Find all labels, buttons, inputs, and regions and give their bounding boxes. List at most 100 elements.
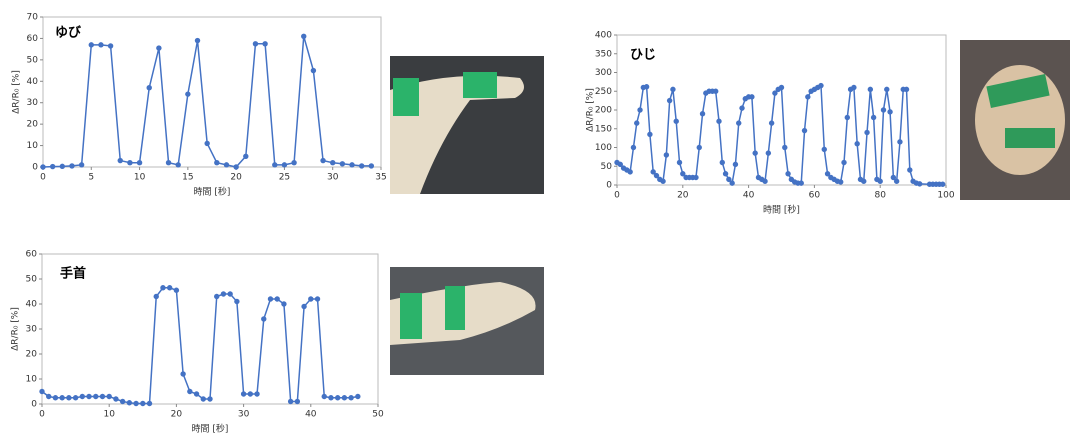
data-point bbox=[864, 129, 870, 136]
x-tick-label: 20 bbox=[230, 173, 242, 183]
data-line bbox=[616, 84, 943, 185]
data-point bbox=[778, 84, 785, 91]
data-point bbox=[243, 153, 249, 159]
data-point bbox=[136, 160, 143, 166]
data-point bbox=[119, 398, 126, 405]
x-tick-label: 15 bbox=[182, 173, 193, 183]
data-point bbox=[676, 159, 683, 166]
data-point bbox=[729, 180, 735, 186]
data-point bbox=[643, 84, 650, 90]
data-point bbox=[844, 114, 850, 121]
data-point bbox=[59, 163, 66, 170]
y-tick-label: 30 bbox=[27, 98, 39, 108]
data-point bbox=[903, 86, 910, 93]
data-point bbox=[88, 42, 94, 48]
data-point bbox=[801, 127, 808, 134]
data-point bbox=[841, 159, 847, 166]
data-point bbox=[227, 291, 233, 297]
data-point bbox=[940, 181, 946, 187]
data-point bbox=[670, 86, 676, 93]
data-point bbox=[328, 395, 334, 401]
photo-wrist bbox=[390, 267, 544, 375]
data-point bbox=[52, 395, 59, 401]
data-point bbox=[867, 86, 874, 93]
photo-finger bbox=[390, 56, 544, 194]
y-tick-label: 50 bbox=[27, 55, 39, 65]
x-tick-label: 40 bbox=[305, 410, 317, 420]
data-point bbox=[165, 160, 172, 166]
data-point bbox=[69, 163, 75, 169]
y-tick-label: 50 bbox=[601, 162, 613, 172]
data-point bbox=[334, 395, 341, 401]
data-point bbox=[887, 109, 893, 115]
data-point bbox=[267, 296, 274, 302]
y-tick-label: 200 bbox=[595, 106, 612, 116]
x-tick-label: 10 bbox=[134, 173, 146, 183]
data-point bbox=[106, 393, 112, 400]
data-point bbox=[175, 162, 181, 168]
y-tick-label: 30 bbox=[26, 325, 38, 335]
data-point bbox=[98, 42, 104, 48]
data-point bbox=[153, 293, 159, 300]
y-tick-label: 10 bbox=[27, 141, 39, 151]
data-point bbox=[752, 150, 758, 156]
data-point bbox=[310, 67, 317, 74]
data-point bbox=[140, 400, 146, 407]
x-tick-label: 0 bbox=[614, 191, 620, 201]
data-point bbox=[798, 180, 804, 186]
data-point bbox=[916, 181, 923, 187]
x-tick-label: 20 bbox=[171, 410, 183, 420]
data-point bbox=[341, 395, 348, 401]
x-tick-label: 10 bbox=[103, 410, 115, 420]
data-point bbox=[653, 172, 660, 179]
data-point bbox=[301, 33, 307, 39]
data-point bbox=[166, 285, 173, 291]
chart-title: 手首 bbox=[60, 266, 86, 282]
data-point bbox=[719, 159, 725, 166]
data-point bbox=[713, 88, 719, 94]
data-point bbox=[696, 144, 702, 151]
y-tick-label: 20 bbox=[27, 120, 39, 130]
data-line bbox=[41, 287, 358, 405]
data-point bbox=[897, 139, 903, 145]
data-point bbox=[146, 400, 153, 407]
plot-frame bbox=[616, 34, 947, 186]
y-tick-label: 10 bbox=[26, 375, 38, 385]
y-tick-label: 40 bbox=[26, 300, 38, 310]
data-point bbox=[200, 396, 206, 402]
data-point bbox=[160, 285, 166, 291]
data-point bbox=[673, 118, 679, 124]
data-point bbox=[355, 393, 361, 400]
plot-frame bbox=[42, 16, 382, 168]
data-point bbox=[294, 398, 301, 405]
chart: 0 50 100 150 200 250 300 350 400 0 20 40 60 80 100 ひじ時間… bbox=[586, 31, 955, 216]
x-tick-label: 20 bbox=[677, 191, 689, 201]
x-tick-label: 30 bbox=[327, 173, 339, 183]
data-point bbox=[699, 111, 706, 117]
data-point bbox=[765, 150, 772, 156]
x-tick-label: 0 bbox=[39, 410, 45, 420]
data-point bbox=[890, 174, 897, 181]
data-point bbox=[893, 178, 900, 184]
y-tick-label: 350 bbox=[595, 49, 612, 59]
data-point bbox=[762, 178, 768, 184]
data-point bbox=[732, 161, 739, 168]
data-point bbox=[320, 157, 326, 164]
data-point bbox=[617, 161, 623, 168]
data-point bbox=[308, 296, 314, 302]
y-tick-label: 60 bbox=[26, 250, 38, 260]
data-point bbox=[254, 391, 260, 397]
y-tick-label: 150 bbox=[595, 124, 612, 134]
data-point bbox=[772, 90, 778, 96]
data-point bbox=[627, 169, 633, 175]
x-tick-label: 25 bbox=[279, 173, 290, 183]
x-tick-label: 80 bbox=[874, 191, 886, 201]
data-point bbox=[314, 296, 321, 302]
data-point bbox=[680, 171, 686, 177]
data-point bbox=[301, 303, 307, 310]
data-point bbox=[726, 176, 732, 183]
data-point bbox=[666, 97, 673, 104]
data-point bbox=[647, 131, 653, 138]
data-point bbox=[287, 398, 294, 405]
